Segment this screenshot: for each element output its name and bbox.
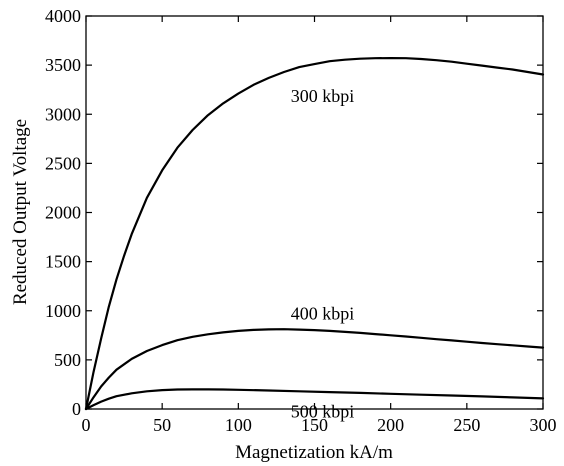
y-tick-label: 2500	[45, 153, 81, 173]
axis-ticks: 0 50 100 150 200 250 3000500100015002000250030…	[45, 6, 557, 435]
plot-frame	[85, 15, 544, 410]
y-tick-label: 3000	[45, 104, 81, 124]
series-label: 400 kbpi	[291, 303, 355, 323]
x-axis-label: Magnetization kA/m	[235, 442, 393, 463]
y-tick-label: 1000	[45, 301, 81, 321]
series-label: 300 kbpi	[291, 86, 355, 106]
x-tick-label: 250	[453, 415, 480, 435]
x-tick-label: 200	[377, 415, 404, 435]
x-tick-label: 300	[530, 415, 557, 435]
x-tick-label: 50	[153, 415, 171, 435]
y-tick-label: 1500	[45, 252, 81, 272]
series-line-300-kbpi	[84, 57, 545, 411]
y-axis-label: Reduced Output Voltage	[10, 119, 31, 305]
y-tick-label: 2000	[45, 203, 81, 223]
series-line-500-kbpi	[84, 388, 545, 411]
y-tick-label: 3500	[45, 55, 81, 75]
series-curves	[84, 57, 545, 411]
y-tick-label: 0	[72, 399, 81, 419]
series-label: 500 kbpi	[291, 401, 355, 421]
y-tick-label: 4000	[45, 6, 81, 26]
series-labels: 300 kbpi 400 kbpi 500 kbpi	[291, 86, 355, 421]
x-tick-label: 150	[301, 415, 328, 435]
x-tick-label: 100	[225, 415, 252, 435]
y-tick-label: 500	[54, 350, 81, 370]
series-line-400-kbpi	[84, 328, 545, 411]
x-tick-label: 0	[82, 415, 91, 435]
